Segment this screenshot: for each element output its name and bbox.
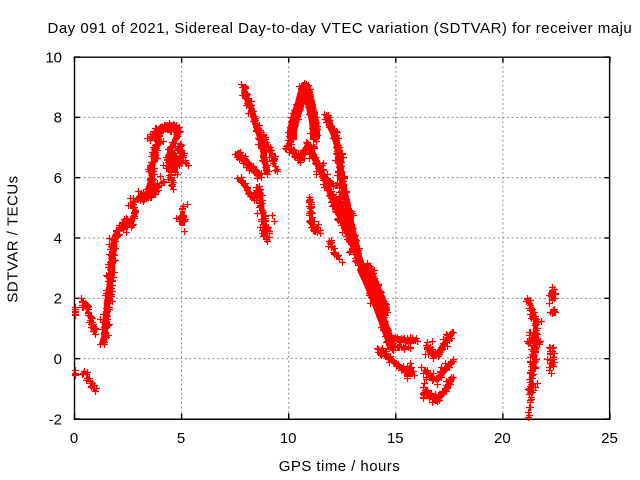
svg-text:8: 8: [54, 110, 62, 127]
svg-text:5: 5: [177, 430, 185, 447]
svg-text:10: 10: [45, 49, 62, 66]
svg-text:Day 091 of 2021, Sidereal Day-: Day 091 of 2021, Sidereal Day-to-day VTE…: [48, 20, 633, 37]
svg-text:SDTVAR / TECUs: SDTVAR / TECUs: [5, 175, 22, 302]
svg-text:4: 4: [54, 230, 62, 247]
svg-text:25: 25: [601, 430, 618, 447]
svg-text:20: 20: [494, 430, 511, 447]
svg-text:10: 10: [280, 430, 297, 447]
svg-text:0: 0: [70, 430, 78, 447]
svg-text:0: 0: [54, 351, 62, 368]
svg-text:6: 6: [54, 170, 62, 187]
svg-text:-2: -2: [49, 411, 62, 428]
svg-text:15: 15: [387, 430, 404, 447]
svg-text:2: 2: [54, 291, 62, 308]
svg-text:GPS time / hours: GPS time / hours: [279, 458, 400, 475]
